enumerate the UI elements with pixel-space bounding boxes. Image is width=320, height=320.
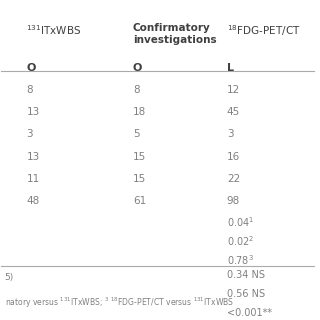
Text: 15: 15: [133, 174, 146, 184]
Text: 16: 16: [227, 152, 240, 162]
Text: 48: 48: [27, 196, 40, 206]
Text: 0.02$^2$: 0.02$^2$: [227, 235, 254, 248]
Text: 8: 8: [133, 85, 140, 95]
Text: 5: 5: [133, 129, 140, 140]
Text: $^{18}$FDG-PET/CT: $^{18}$FDG-PET/CT: [227, 23, 300, 38]
Text: <0.001**: <0.001**: [227, 308, 272, 318]
Text: 3: 3: [227, 129, 233, 140]
Text: 0.04$^1$: 0.04$^1$: [227, 215, 254, 229]
Text: 8: 8: [27, 85, 33, 95]
Text: 15: 15: [133, 152, 146, 162]
Text: 11: 11: [27, 174, 40, 184]
Text: 0.34 NS: 0.34 NS: [227, 270, 265, 280]
Text: 13: 13: [27, 152, 40, 162]
Text: 5): 5): [4, 274, 14, 283]
Text: O: O: [27, 63, 36, 73]
Text: 45: 45: [227, 107, 240, 117]
Text: 13: 13: [27, 107, 40, 117]
Text: 98: 98: [227, 196, 240, 206]
Text: 22: 22: [227, 174, 240, 184]
Text: 12: 12: [227, 85, 240, 95]
Text: natory versus $^{131}$ITxWBS; $^3$ $^{18}$FDG-PET/CT versus $^{131}$ITxWBS: natory versus $^{131}$ITxWBS; $^3$ $^{18…: [4, 295, 234, 309]
Text: 61: 61: [133, 196, 146, 206]
Text: 0.56 NS: 0.56 NS: [227, 289, 265, 299]
Text: O: O: [133, 63, 142, 73]
Text: 0.78$^3$: 0.78$^3$: [227, 254, 254, 268]
Text: 18: 18: [133, 107, 146, 117]
Text: Confirmatory
investigations: Confirmatory investigations: [133, 23, 217, 45]
Text: L: L: [227, 63, 234, 73]
Text: 3: 3: [27, 129, 33, 140]
Text: $^{131}$ITxWBS: $^{131}$ITxWBS: [27, 23, 82, 37]
